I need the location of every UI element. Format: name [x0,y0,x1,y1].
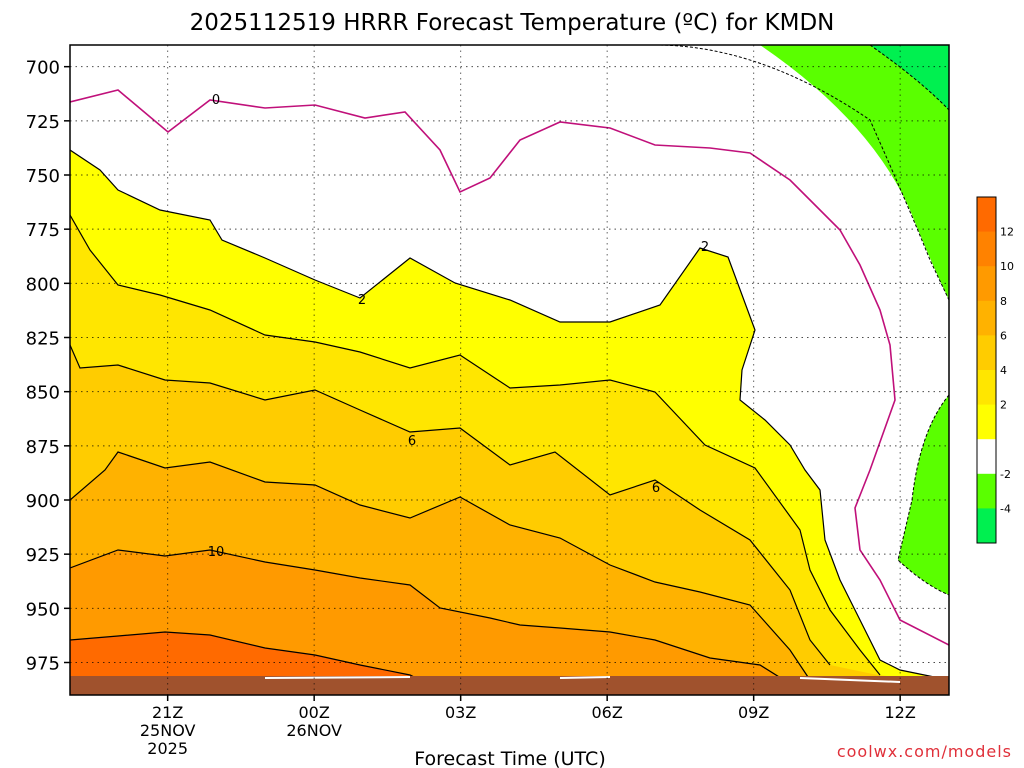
x-tick-label: 06Z [592,703,623,722]
contour-label-10: 10 [208,545,225,560]
contour-label-6-a: 6 [408,434,416,449]
colorbar-label: 4 [1000,364,1007,377]
ground-highlight [264,676,901,683]
colorbar-label: -2 [1000,468,1011,481]
x-tick-label: 00Z [299,703,330,722]
contour-line-t8 [70,549,801,691]
grid-lines [70,45,949,695]
colorbar-label: 2 [1000,399,1007,412]
colorbar-label: 8 [1000,295,1007,308]
y-tick-label: 825 [26,329,60,350]
x-tick-label: 21Z [152,703,183,722]
colorbar-frame [976,196,997,544]
plot-area [70,45,949,695]
colorbar-swatch [977,404,996,440]
colorbar-swatch [977,197,996,233]
fill-neg2-top [655,45,949,300]
x-tick-label: 25NOV [140,721,196,740]
contour-line-neg2-top [654,45,949,301]
colorbar-label: 12 [1000,226,1014,239]
colorbar-swatch [977,508,996,544]
x-tick-label: 2025 [147,739,188,758]
x-axis-label: Forecast Time (UTC) [414,748,605,768]
y-axis: 700 725 750 775 800 825 850 875 900 925 950 975 [26,58,70,675]
colorbar-swatch [977,370,996,406]
colorbar-swatch [977,300,996,336]
colorbar: 12 10 8 6 4 2 -2 -4 [976,196,1014,544]
contour-line-t0 [70,149,949,681]
y-tick-label: 975 [26,654,60,675]
contour-label-0: 0 [212,93,220,108]
x-tick-label: 09Z [738,703,769,722]
y-tick-label: 925 [26,545,60,566]
contour-line-t10 [70,631,441,691]
y-tick-label: 875 [26,437,60,458]
plot-frame [69,44,950,696]
chart-title: 2025112519 HRRR Forecast Temperature (ºC… [190,10,835,36]
contour-line-neg4-top [869,45,949,111]
contour-line-t2 [70,214,881,676]
colorbar-swatch [977,439,996,475]
colorbar-swatch [977,473,996,509]
y-tick-label: 725 [26,112,60,133]
colorbar-label: 6 [1000,329,1007,342]
x-tick-label: 03Z [445,703,476,722]
fill-neg2-right [898,395,949,595]
colorbar-swatch [977,266,996,302]
y-tick-label: 775 [26,220,60,241]
contour-line-t4 [70,344,831,666]
colorbar-swatch [977,335,996,371]
colorbar-label: 10 [1000,260,1014,273]
contour-label-2-a: 2 [358,293,366,308]
fill-neg4-top [870,45,949,110]
contour-label-2-b: 2 [701,240,709,255]
y-tick-label: 800 [26,274,60,295]
y-tick-label: 850 [26,383,60,404]
colorbar-swatch [977,231,996,267]
x-tick-label: 12Z [885,703,916,722]
x-tick-label: 26NOV [286,721,342,740]
y-tick-label: 950 [26,599,60,620]
y-tick-label: 750 [26,166,60,187]
contour-line-t6 [70,451,811,681]
credit-text: coolwx.com/models [836,742,1012,761]
colorbar-label: -4 [1000,502,1011,515]
ground-terrain [70,676,949,695]
contour-label-6-b: 6 [652,481,660,496]
y-tick-label: 700 [26,58,60,79]
zero-degree-line [70,89,949,646]
y-tick-label: 900 [26,491,60,512]
